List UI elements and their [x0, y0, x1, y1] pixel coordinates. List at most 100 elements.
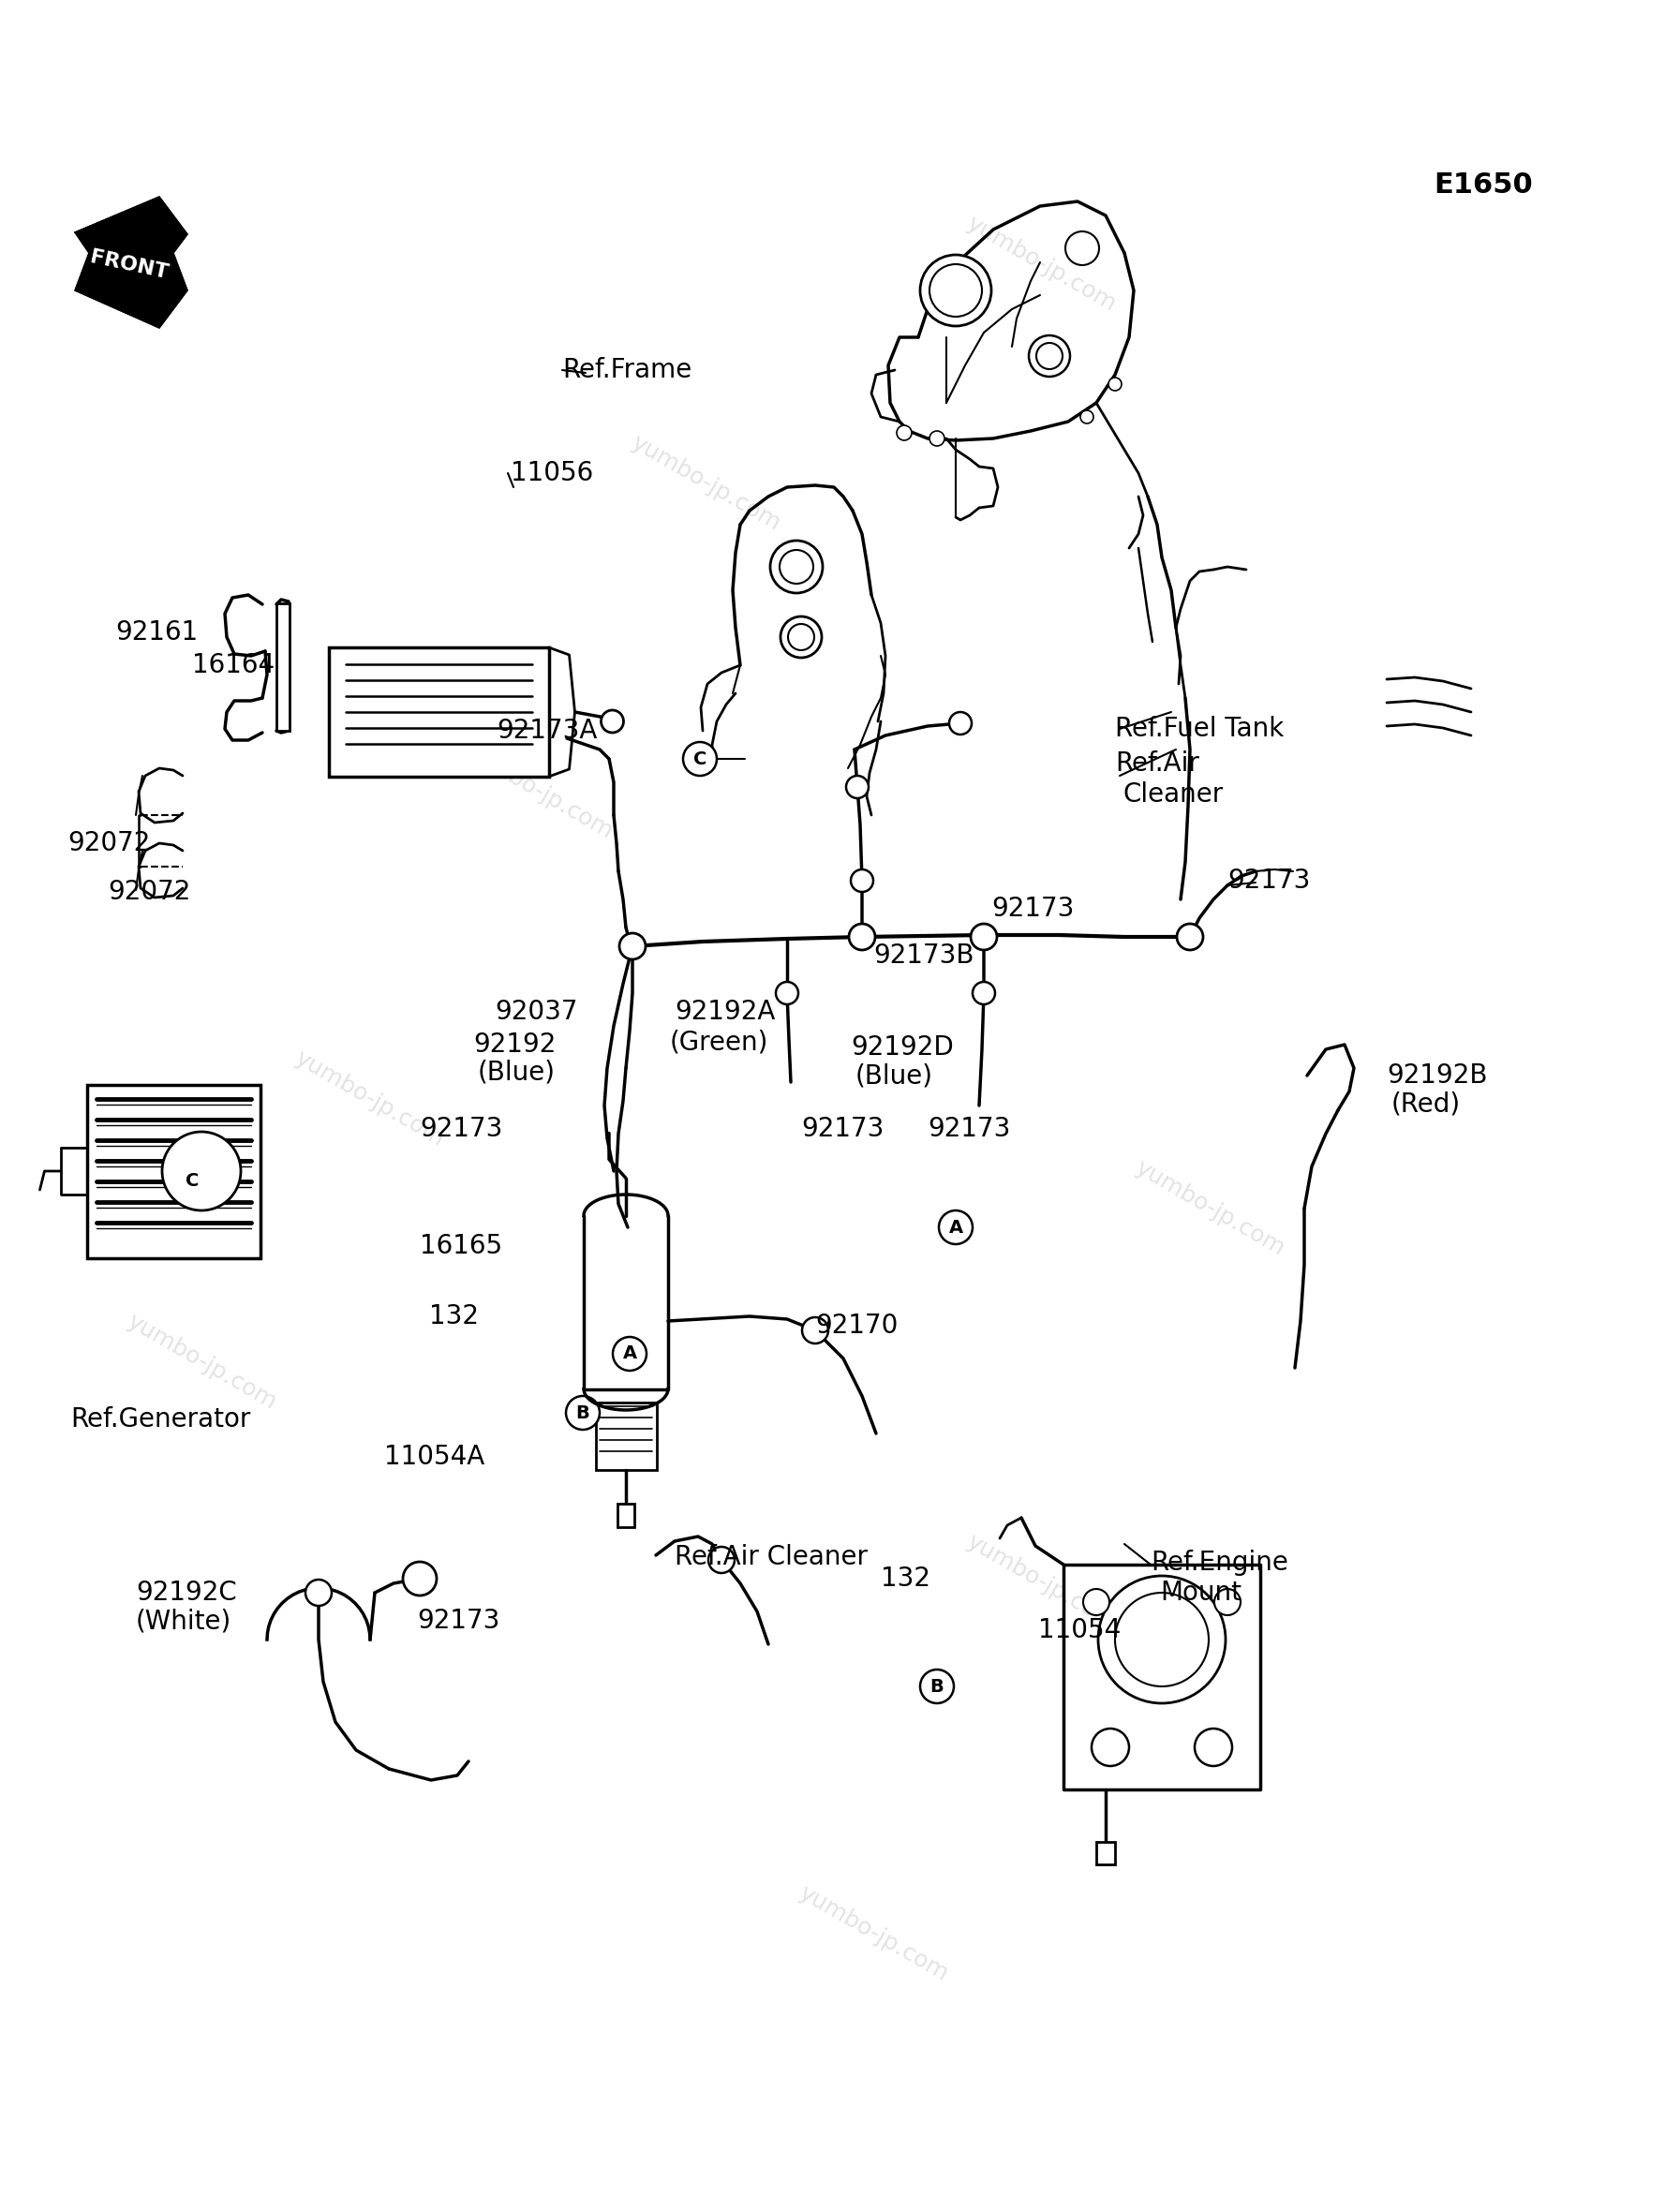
Text: C: C	[185, 1171, 198, 1189]
Circle shape	[850, 870, 874, 892]
Circle shape	[973, 982, 995, 1004]
Circle shape	[848, 923, 875, 949]
Circle shape	[780, 549, 813, 584]
Text: 92192B: 92192B	[1386, 1063, 1487, 1090]
Text: B: B	[931, 1679, 944, 1696]
Text: 92192A: 92192A	[675, 1000, 774, 1026]
Bar	[328, 648, 549, 778]
Circle shape	[801, 1318, 828, 1345]
Circle shape	[847, 776, 869, 798]
Circle shape	[1092, 1729, 1129, 1766]
Text: 92192C: 92192C	[136, 1580, 237, 1606]
Text: 92072: 92072	[67, 830, 150, 857]
Text: yumbo-jp.com: yumbo-jp.com	[795, 1881, 953, 1986]
Circle shape	[1028, 336, 1070, 376]
Text: (White): (White)	[136, 1608, 232, 1635]
Circle shape	[1037, 343, 1062, 369]
Text: 16165: 16165	[420, 1233, 502, 1259]
Circle shape	[939, 1211, 973, 1244]
Text: 92173: 92173	[927, 1116, 1010, 1142]
Text: (Red): (Red)	[1391, 1090, 1462, 1116]
Bar	[1097, 1841, 1116, 1865]
Circle shape	[1065, 231, 1099, 266]
Text: 92173A: 92173A	[497, 718, 596, 745]
Circle shape	[929, 431, 944, 446]
Text: Ref.Frame: Ref.Frame	[563, 356, 692, 382]
Text: Ref.Fuel Tank: Ref.Fuel Tank	[1116, 716, 1284, 743]
Text: 92173: 92173	[801, 1116, 884, 1142]
Circle shape	[921, 1670, 954, 1703]
Text: 92173: 92173	[991, 896, 1074, 923]
Text: 92192: 92192	[474, 1033, 556, 1057]
Text: yumbo-jp.com: yumbo-jp.com	[627, 431, 785, 536]
Bar	[277, 604, 289, 732]
Circle shape	[781, 617, 822, 657]
Circle shape	[1178, 923, 1203, 949]
Text: yumbo-jp.com: yumbo-jp.com	[123, 1309, 281, 1415]
Text: 132: 132	[880, 1566, 931, 1593]
Text: 92173: 92173	[417, 1608, 499, 1635]
Text: 92173: 92173	[420, 1116, 502, 1142]
Circle shape	[1215, 1588, 1240, 1615]
Text: 92173B: 92173B	[874, 943, 974, 969]
Circle shape	[306, 1580, 331, 1606]
Text: Ref.Air: Ref.Air	[1116, 751, 1200, 778]
Circle shape	[1099, 1575, 1226, 1703]
Bar	[595, 1402, 657, 1470]
Circle shape	[769, 540, 823, 593]
Text: yumbo-jp.com: yumbo-jp.com	[963, 211, 1121, 316]
Circle shape	[613, 1338, 647, 1371]
Text: FRONT: FRONT	[89, 248, 170, 283]
Circle shape	[403, 1562, 437, 1595]
Text: yumbo-jp.com: yumbo-jp.com	[1131, 1156, 1289, 1261]
Text: 11054A: 11054A	[385, 1443, 484, 1470]
Text: 16164: 16164	[192, 653, 274, 679]
Text: yumbo-jp.com: yumbo-jp.com	[963, 1529, 1121, 1635]
Circle shape	[684, 743, 717, 776]
Text: Ref.Engine: Ref.Engine	[1151, 1549, 1289, 1575]
Text: B: B	[576, 1404, 590, 1421]
Bar	[618, 1503, 635, 1527]
Text: 92192D: 92192D	[850, 1035, 954, 1061]
Circle shape	[949, 712, 971, 734]
Circle shape	[161, 1131, 240, 1211]
Circle shape	[971, 923, 996, 949]
Text: 92037: 92037	[494, 1000, 578, 1026]
Text: (Blue): (Blue)	[855, 1063, 932, 1090]
Circle shape	[620, 934, 645, 960]
Text: yumbo-jp.com: yumbo-jp.com	[459, 738, 617, 844]
Text: Cleaner: Cleaner	[1122, 782, 1223, 808]
Text: 11054: 11054	[1038, 1617, 1121, 1643]
Text: A: A	[949, 1219, 963, 1237]
Text: (Blue): (Blue)	[477, 1059, 556, 1085]
Text: E1650: E1650	[1433, 171, 1532, 200]
Text: Mount: Mount	[1159, 1580, 1242, 1606]
Text: C: C	[694, 749, 707, 767]
Polygon shape	[76, 198, 188, 327]
Circle shape	[709, 1547, 734, 1573]
Circle shape	[1194, 1729, 1231, 1766]
Circle shape	[1116, 1593, 1208, 1687]
Circle shape	[175, 1164, 208, 1197]
Text: Ref.Air Cleaner: Ref.Air Cleaner	[675, 1544, 867, 1571]
Text: Ref.Generator: Ref.Generator	[71, 1406, 250, 1432]
Text: yumbo-jp.com: yumbo-jp.com	[291, 1046, 449, 1151]
Text: 92161: 92161	[116, 620, 198, 646]
Bar	[87, 1085, 260, 1257]
Text: 92173: 92173	[1228, 868, 1310, 894]
Text: 92170: 92170	[815, 1312, 899, 1338]
Text: 132: 132	[428, 1303, 479, 1329]
Text: 11056: 11056	[511, 459, 593, 486]
Circle shape	[929, 264, 981, 316]
Text: A: A	[623, 1345, 637, 1362]
Circle shape	[788, 624, 815, 650]
Circle shape	[1109, 378, 1122, 391]
Circle shape	[776, 982, 798, 1004]
Circle shape	[601, 710, 623, 732]
Circle shape	[921, 255, 991, 325]
Text: 92072: 92072	[108, 879, 190, 905]
Circle shape	[566, 1395, 600, 1430]
Text: (Green): (Green)	[670, 1028, 769, 1055]
Circle shape	[1080, 411, 1094, 424]
Circle shape	[897, 426, 912, 439]
